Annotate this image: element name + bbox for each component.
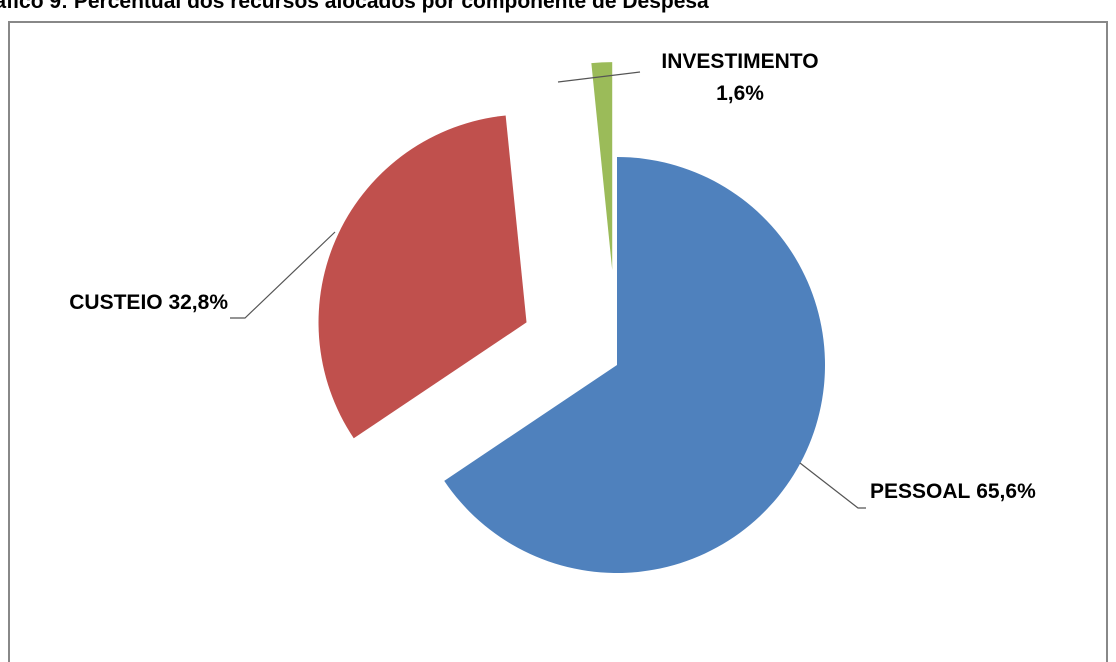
slice-value: 1,6% bbox=[716, 82, 764, 105]
leader-line bbox=[557, 71, 641, 83]
slice-label: CUSTEIO 32,8% bbox=[69, 291, 228, 314]
slice-label: PESSOAL 65,6% bbox=[870, 480, 1036, 503]
slice-value: 32,8% bbox=[168, 291, 228, 314]
slice-value: 65,6% bbox=[976, 480, 1036, 503]
pie-slice bbox=[591, 62, 613, 271]
slice-label: INVESTIMENTO 1,6% bbox=[661, 50, 818, 105]
chart-frame bbox=[8, 21, 1108, 662]
chart-title: Gráfico 9: Percentual dos recursos aloca… bbox=[0, 0, 709, 13]
slice-category: CUSTEIO bbox=[69, 291, 162, 314]
pie-slice bbox=[318, 115, 527, 439]
slice-category: PESSOAL bbox=[870, 480, 971, 503]
leader-line bbox=[230, 231, 336, 319]
pie-slice bbox=[444, 157, 825, 573]
slice-category: INVESTIMENTO bbox=[661, 50, 818, 73]
leader-line bbox=[799, 462, 866, 509]
